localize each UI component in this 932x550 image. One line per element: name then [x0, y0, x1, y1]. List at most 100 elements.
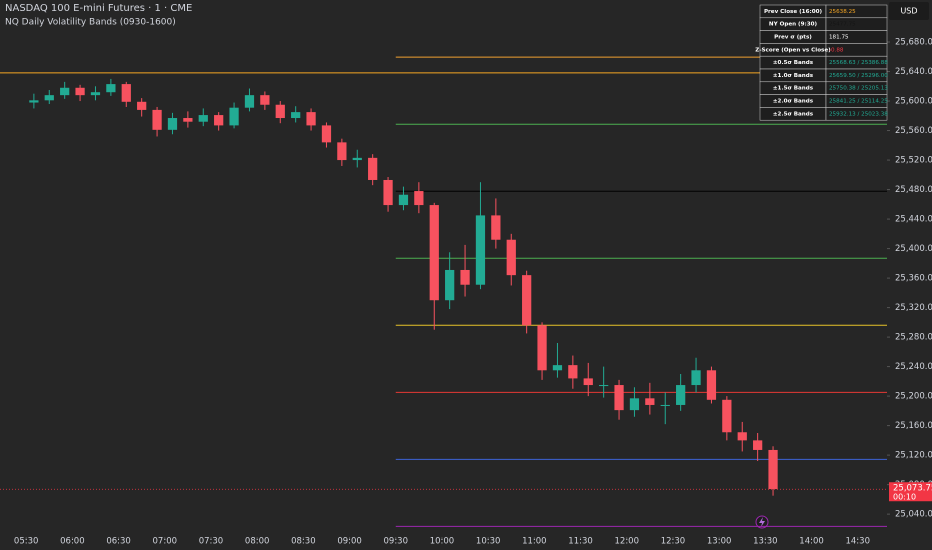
candle-body: [214, 115, 224, 126]
candle-body: [676, 385, 686, 405]
candle-body: [768, 449, 778, 490]
x-tick-label: 13:00: [707, 537, 732, 547]
chart-title: NASDAQ 100 E-mini Futures · 1 · CME: [5, 3, 192, 14]
x-tick-label: 08:30: [291, 537, 316, 547]
y-tick-label: 25,160.00: [895, 421, 932, 431]
x-tick-label: 09:30: [384, 537, 409, 547]
table-value: 25638.25: [829, 9, 856, 15]
y-tick-label: 25,240.00: [895, 362, 932, 372]
candle-body: [167, 118, 178, 130]
chart-subtitle: NQ Daily Volatility Bands (0930-1600): [5, 18, 176, 28]
x-tick-label: 06:30: [106, 537, 131, 547]
candle-body: [445, 269, 455, 301]
candle-body: [275, 104, 285, 119]
candle-body: [368, 157, 378, 180]
y-tick-label: 25,120.00: [895, 451, 932, 461]
x-tick-label: 13:30: [753, 537, 778, 547]
table-cell: [825, 107, 888, 121]
candle-body: [183, 118, 193, 122]
x-tick-label: 08:00: [245, 537, 270, 547]
y-tick-label: 25,640.00: [895, 67, 932, 77]
x-tick-label: 12:00: [615, 537, 640, 547]
candle-body: [460, 269, 470, 285]
table-label: Prev Close (16:00): [764, 9, 823, 15]
candle-body: [706, 370, 717, 400]
table-value: 25932.13 / 25023.38: [829, 111, 888, 117]
x-tick-label: 05:30: [14, 537, 39, 547]
table-value: 25477.75: [829, 22, 856, 28]
candle-body: [583, 378, 593, 386]
candle-body: [691, 370, 701, 386]
table-label: ±2.0σ Bands: [773, 99, 814, 105]
candle-body: [75, 87, 85, 96]
y-tick-label: 25,040.00: [895, 510, 932, 520]
candle-body: [660, 404, 670, 406]
table-value: 25659.50 / 25296.00: [829, 73, 888, 79]
currency-button[interactable]: [889, 2, 929, 20]
candle-body: [291, 112, 301, 119]
x-tick-label: 11:00: [522, 537, 547, 547]
table-value: 25568.63 / 25386.88: [829, 60, 888, 66]
candle-body: [44, 95, 54, 101]
x-tick-label: 11:30: [568, 537, 593, 547]
candle-body: [737, 432, 747, 441]
candle-body: [429, 205, 439, 301]
candle-body: [29, 100, 39, 103]
candle-body: [306, 112, 316, 126]
candle-body: [552, 365, 563, 371]
table-label: NY Open (9:30): [769, 22, 818, 28]
candle-body: [568, 365, 578, 379]
candle-body: [60, 87, 70, 96]
table-value: 25750.38 / 25205.13: [829, 86, 888, 92]
candle-body: [90, 92, 101, 96]
table-label: Prev σ (pts): [774, 35, 812, 41]
candle-body: [722, 399, 732, 433]
table-label: Z-Score (Open vs Close): [755, 47, 831, 53]
candle-body: [506, 239, 516, 276]
y-tick-label: 25,320.00: [895, 303, 932, 313]
x-tick-label: 10:00: [430, 537, 455, 547]
candle-body: [475, 215, 486, 285]
candle-body: [137, 101, 147, 110]
table-label: ±0.5σ Bands: [773, 60, 814, 66]
candle-body: [491, 215, 501, 240]
candle-body: [398, 194, 409, 206]
y-tick-label: 25,280.00: [895, 333, 932, 343]
candle-body: [522, 275, 532, 326]
candle-body: [352, 157, 362, 161]
candle-body: [121, 84, 131, 102]
table-value: 181.75: [829, 35, 849, 41]
x-tick-label: 14:30: [845, 537, 870, 547]
table-value: 25841.25 / 25114.25: [829, 99, 888, 105]
candle-body: [106, 84, 116, 93]
last-price-label: 25,073.75: [893, 484, 932, 494]
candle-body: [198, 115, 208, 122]
x-tick-label: 09:00: [337, 537, 362, 547]
x-tick-label: 12:30: [661, 537, 686, 547]
candle-body: [337, 142, 347, 161]
y-tick-label: 25,400.00: [895, 244, 932, 254]
candle-body: [383, 179, 393, 206]
y-tick-label: 25,520.00: [895, 156, 932, 166]
x-tick-label: 06:00: [60, 537, 85, 547]
y-tick-label: 25,480.00: [895, 185, 932, 195]
candle-body: [244, 95, 255, 108]
x-tick-label: 07:30: [199, 537, 224, 547]
candle-body: [537, 325, 547, 371]
last-price-box: [889, 482, 932, 502]
candle-body: [645, 398, 655, 405]
countdown-label: 00:10: [893, 493, 916, 502]
y-tick-label: 25,600.00: [895, 97, 932, 107]
x-tick-label: 14:00: [799, 537, 824, 547]
y-tick-label: 25,440.00: [895, 215, 932, 225]
table-label: ±1.5σ Bands: [773, 86, 814, 92]
candle-body: [152, 109, 162, 130]
x-tick-label: 07:00: [153, 537, 178, 547]
candle-body: [321, 125, 332, 143]
candle-body: [414, 191, 424, 206]
currency-label[interactable]: USD: [900, 7, 917, 16]
candle-body: [753, 440, 763, 450]
candle-body: [614, 385, 624, 411]
y-tick-label: 25,680.00: [895, 38, 932, 48]
plot-area: [0, 56, 887, 527]
